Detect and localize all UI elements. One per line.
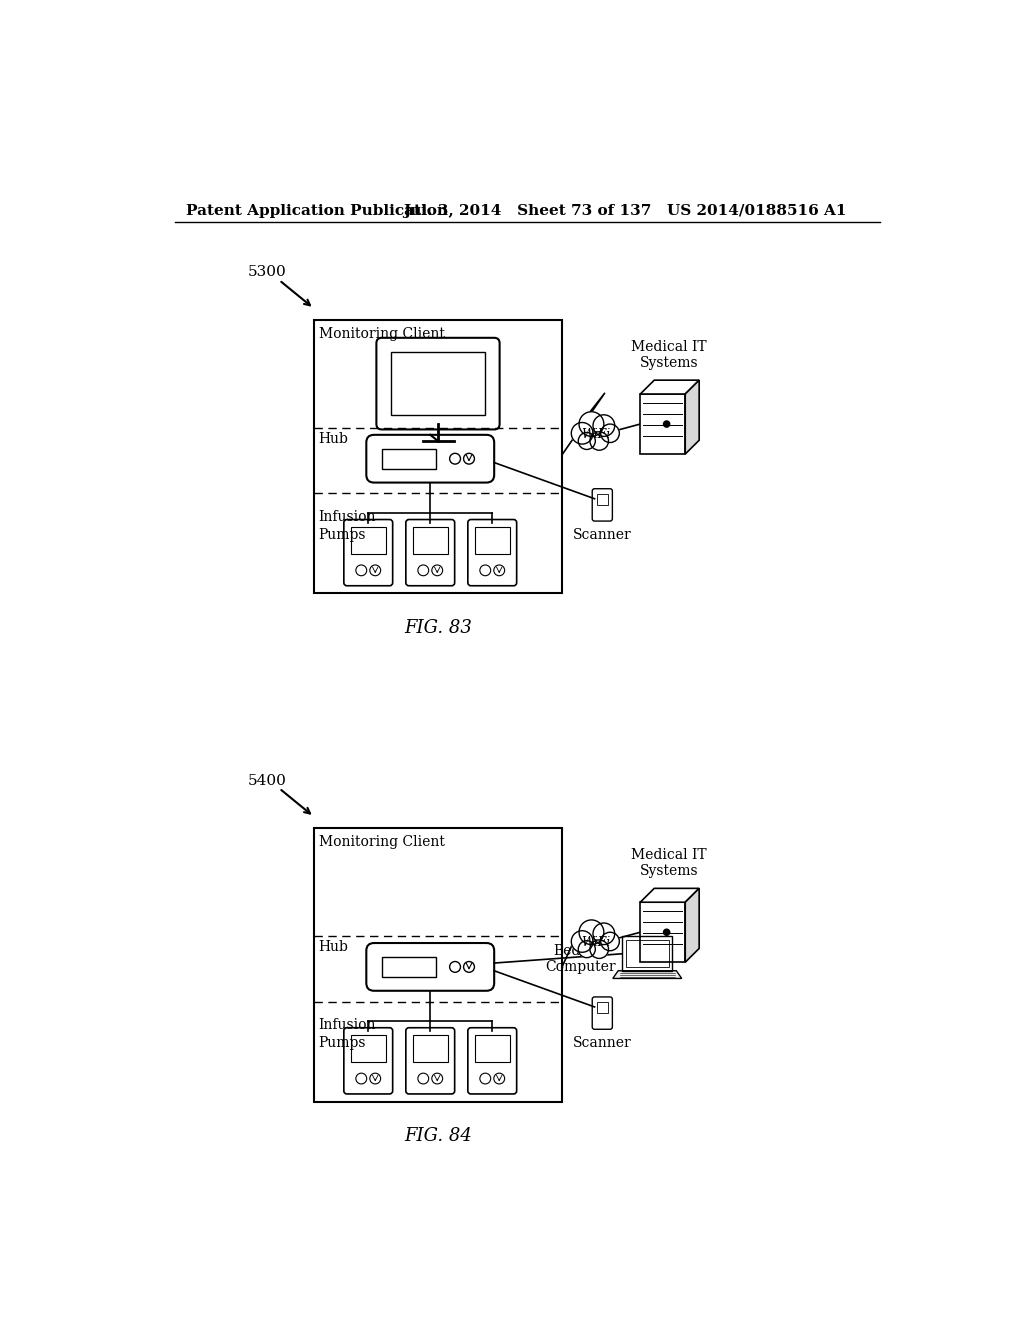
Text: WiFi: WiFi (582, 428, 610, 441)
Text: Bedside
Computer: Bedside Computer (546, 944, 616, 974)
Circle shape (579, 433, 595, 449)
Circle shape (590, 432, 608, 450)
Bar (475, 527, 510, 554)
Bar (640, 903, 685, 962)
Text: Infusion
Pumps: Infusion Pumps (318, 1019, 376, 1049)
Bar (640, 395, 685, 454)
Circle shape (601, 424, 620, 442)
Circle shape (579, 412, 604, 437)
Text: Medical IT
Systems: Medical IT Systems (631, 341, 707, 370)
Circle shape (593, 414, 614, 437)
Bar (622, 936, 673, 970)
Circle shape (579, 920, 604, 945)
Circle shape (601, 932, 620, 950)
Circle shape (593, 923, 614, 945)
Bar (391, 352, 485, 414)
Text: Scanner: Scanner (572, 528, 632, 543)
Polygon shape (612, 970, 682, 978)
Text: Hub: Hub (318, 940, 348, 954)
Text: WiFi: WiFi (582, 936, 610, 949)
Polygon shape (685, 888, 699, 962)
Bar (382, 449, 436, 469)
Circle shape (571, 931, 593, 952)
Circle shape (590, 940, 608, 958)
Bar (413, 527, 447, 554)
Text: Patent Application Publication: Patent Application Publication (186, 203, 449, 218)
Text: FIG. 83: FIG. 83 (404, 619, 472, 638)
Text: Scanner: Scanner (572, 1036, 632, 1051)
Text: Monitoring Client: Monitoring Client (318, 836, 444, 849)
Polygon shape (640, 380, 699, 395)
Text: FIG. 84: FIG. 84 (404, 1127, 472, 1146)
Bar (382, 957, 436, 977)
Polygon shape (640, 888, 699, 903)
Bar (351, 1035, 386, 1063)
Text: 5400: 5400 (248, 774, 287, 788)
Bar (597, 494, 607, 506)
Text: Jul. 3, 2014   Sheet 73 of 137: Jul. 3, 2014 Sheet 73 of 137 (403, 203, 651, 218)
Circle shape (579, 941, 595, 958)
Polygon shape (685, 380, 699, 454)
Bar (351, 527, 386, 554)
Circle shape (664, 929, 670, 936)
Circle shape (664, 421, 670, 428)
Bar (597, 1002, 607, 1014)
Text: Medical IT
Systems: Medical IT Systems (631, 849, 707, 878)
Text: US 2014/0188516 A1: US 2014/0188516 A1 (667, 203, 846, 218)
Circle shape (571, 422, 593, 444)
Bar (314, 829, 562, 1102)
Bar (626, 940, 669, 966)
Bar (475, 1035, 510, 1063)
Bar (314, 321, 562, 594)
Text: Infusion
Pumps: Infusion Pumps (318, 511, 376, 541)
Text: 5300: 5300 (248, 265, 287, 280)
Text: Hub: Hub (318, 432, 348, 446)
Bar (413, 1035, 447, 1063)
Text: Monitoring Client: Monitoring Client (318, 327, 444, 341)
